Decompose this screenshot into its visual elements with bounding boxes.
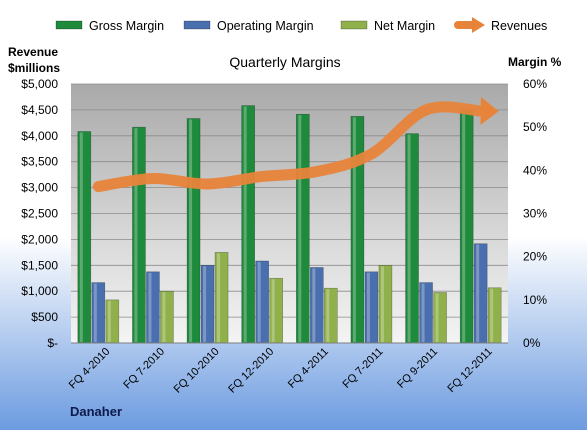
gross-margin-bar bbox=[350, 116, 365, 344]
gross-margin-bar-highlight bbox=[462, 110, 466, 343]
operating-margin-bar bbox=[91, 282, 106, 344]
operating-margin-bar bbox=[310, 267, 324, 344]
net-margin-bar-highlight bbox=[271, 279, 275, 342]
gross-margin-bar bbox=[241, 105, 255, 344]
left-tick-label: $- bbox=[47, 336, 58, 350]
gross-margin-bar bbox=[77, 131, 92, 344]
gross-margin-bar-highlight bbox=[79, 132, 83, 342]
net-margin-bar-highlight bbox=[217, 253, 221, 342]
revenues-arrowhead bbox=[480, 96, 499, 125]
operating-margin-bar-highlight bbox=[476, 244, 480, 342]
net-margin-bar bbox=[433, 292, 447, 344]
gross-margin-bar-highlight bbox=[134, 128, 138, 342]
net-margin-bar-highlight bbox=[490, 288, 494, 342]
net-margin-bar bbox=[487, 287, 502, 344]
legend-swatch-operating-margin bbox=[183, 20, 211, 30]
legend-swatch-net-margin bbox=[340, 20, 368, 30]
net-margin-bar-highlight bbox=[162, 292, 166, 342]
operating-margin-bar-highlight bbox=[312, 268, 316, 342]
gross-margin-bar bbox=[459, 109, 474, 344]
gross-margin-bar-highlight bbox=[243, 106, 247, 342]
gross-margin-bar-highlight bbox=[352, 117, 356, 342]
right-tick-label: 40% bbox=[523, 163, 547, 177]
right-axis-label: Margin % bbox=[508, 55, 562, 69]
net-margin-bar bbox=[324, 287, 338, 344]
legend-label-gross-margin: Gross Margin bbox=[89, 19, 164, 33]
net-margin-bar-highlight bbox=[380, 266, 384, 342]
company-label: Danaher bbox=[70, 404, 122, 419]
revenues-line bbox=[92, 101, 491, 193]
gross-margin-bar-highlight bbox=[189, 119, 193, 343]
operating-margin-bar-highlight bbox=[203, 266, 207, 342]
right-tick-label: 30% bbox=[523, 207, 547, 221]
operating-margin-bar-highlight bbox=[93, 283, 97, 342]
gross-margin-bar-highlight bbox=[407, 134, 411, 342]
left-tick-label: $3,000 bbox=[21, 181, 58, 195]
left-tick-label: $1,000 bbox=[21, 284, 58, 298]
chart-title: Quarterly Margins bbox=[229, 54, 340, 70]
net-margin-bar bbox=[105, 299, 120, 344]
right-tick-label: 50% bbox=[523, 120, 547, 134]
gross-margin-bar bbox=[296, 113, 310, 344]
left-tick-label: $5,000 bbox=[21, 77, 58, 91]
operating-margin-bar-highlight bbox=[148, 272, 152, 342]
left-tick-label: $3,500 bbox=[21, 155, 58, 169]
left-tick-label: $2,500 bbox=[21, 207, 58, 221]
net-margin-bar bbox=[378, 264, 393, 344]
gross-margin-bar bbox=[186, 118, 201, 344]
operating-margin-bar-highlight bbox=[421, 283, 425, 342]
legend-arrowhead-revenues bbox=[472, 17, 485, 33]
gross-margin-bar bbox=[405, 133, 419, 344]
right-tick-label: 0% bbox=[523, 336, 541, 350]
net-margin-bar bbox=[160, 290, 174, 344]
operating-margin-bar-highlight bbox=[366, 272, 370, 342]
left-tick-label: $4,500 bbox=[21, 103, 58, 117]
operating-margin-bar bbox=[419, 282, 433, 344]
operating-margin-bar bbox=[364, 271, 379, 344]
operating-margin-bar bbox=[146, 271, 160, 344]
net-margin-bar bbox=[214, 252, 229, 344]
legend-label-revenues: Revenues bbox=[491, 19, 547, 33]
net-margin-bar-highlight bbox=[326, 289, 330, 342]
right-tick-label: 20% bbox=[523, 250, 547, 264]
left-axis-label-line1: Revenue bbox=[8, 45, 58, 59]
right-tick-label: 10% bbox=[523, 293, 547, 307]
right-tick-label: 60% bbox=[523, 77, 547, 91]
net-margin-bar-highlight bbox=[435, 293, 439, 342]
left-tick-label: $1,500 bbox=[21, 258, 58, 272]
left-tick-label: $500 bbox=[31, 310, 58, 324]
left-axis-label-line2: $millions bbox=[8, 61, 60, 75]
legend-label-net-margin: Net Margin bbox=[374, 19, 435, 33]
left-tick-label: $2,000 bbox=[21, 232, 58, 246]
legend-swatch-gross-margin bbox=[55, 20, 83, 30]
operating-margin-bar bbox=[200, 264, 215, 344]
gross-margin-bar-highlight bbox=[298, 115, 302, 342]
net-margin-bar-highlight bbox=[107, 300, 111, 342]
operating-margin-bar bbox=[255, 260, 269, 344]
net-margin-bar bbox=[269, 277, 283, 344]
gross-margin-bar bbox=[132, 126, 146, 344]
operating-margin-bar bbox=[473, 243, 488, 344]
operating-margin-bar-highlight bbox=[257, 261, 261, 342]
left-tick-label: $4,000 bbox=[21, 129, 58, 143]
legend-label-operating-margin: Operating Margin bbox=[217, 19, 314, 33]
